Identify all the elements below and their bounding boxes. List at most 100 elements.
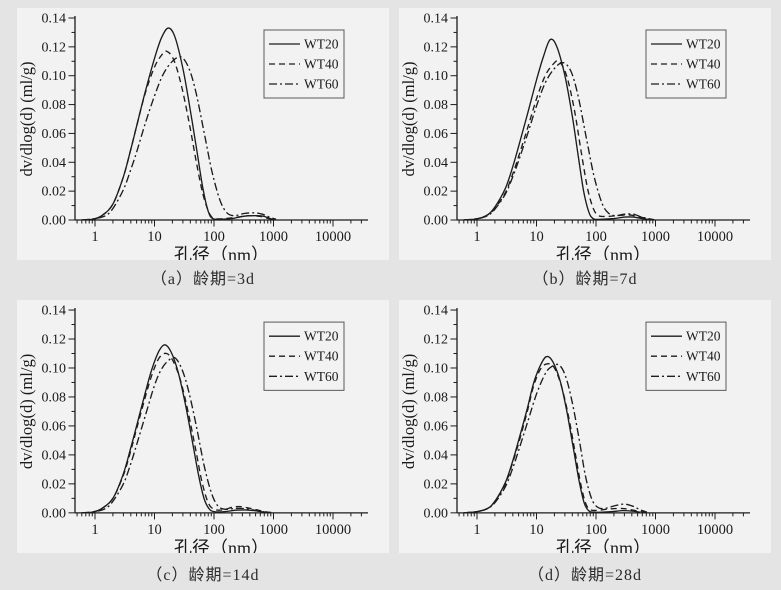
y-tick-label: 0.02 [42, 477, 66, 492]
y-tick-label: 0.10 [42, 361, 66, 376]
y-tick-label: 0.04 [42, 156, 67, 171]
y-axis-title: dv/dlog(d) (ml/g) [17, 61, 36, 176]
y-tick-label: 0.00 [42, 214, 67, 229]
x-tick-label: 10 [529, 522, 543, 538]
y-tick-label: 0.02 [42, 185, 67, 200]
y-tick-label: 0.14 [42, 304, 66, 319]
x-axis-title: 孔径（nm） [556, 538, 651, 553]
series-WT20 [463, 355, 641, 514]
caption-age-28d: （d）龄期=28d [527, 567, 643, 584]
axes [456, 308, 750, 514]
x-tick-label: 1 [91, 229, 98, 245]
x-tick-label: 1000 [259, 522, 288, 538]
legend: WT20 WT40 WT60 [263, 321, 345, 391]
x-tick-label: 100 [203, 522, 225, 538]
series-WT20 [81, 344, 268, 514]
axes [74, 308, 368, 514]
series-WT60 [81, 356, 268, 514]
y-tick-label: 0.00 [424, 506, 448, 521]
x-axis-title: 孔径（nm） [174, 538, 269, 553]
chart-svg-2: 1 10 100 1000 10000 0.00 0.02 0.04 0.06 0.08 0.10 0… [17, 304, 368, 553]
series-WT60 [81, 56, 277, 221]
y-tick-label: 0.06 [42, 127, 67, 142]
y-tick-label: 0.12 [424, 40, 449, 55]
legend: WT20 WT40 WT60 [645, 321, 727, 391]
y-ticks [68, 17, 75, 221]
y-tick-label: 0.08 [424, 98, 449, 113]
x-tick-label: 10000 [315, 522, 351, 538]
chart-age-7d: 1 10 100 1000 10000 0.00 0.02 0.04 0.06 0.08 0.10 0… [399, 8, 771, 260]
y-tick-label: 0.10 [424, 361, 448, 376]
legend-label-WT20: WT20 [304, 329, 339, 344]
y-tick-label: 0.00 [424, 214, 449, 229]
y-ticks [68, 309, 75, 514]
series-WT40 [81, 50, 274, 221]
y-tick-label: 0.06 [424, 127, 449, 142]
series-group [463, 355, 648, 514]
y-ticks [450, 17, 457, 221]
y-tick-label: 0.04 [424, 448, 448, 463]
x-ticks [458, 512, 744, 520]
series-WT60 [463, 363, 648, 514]
legend-box [263, 29, 345, 99]
y-tick-label: 0.08 [424, 390, 448, 405]
panel-age-28d: 1 10 100 1000 10000 0.00 0.02 0.04 0.06 0.08 0.10 0… [399, 300, 771, 553]
panel-age-14d: 1 10 100 1000 10000 0.00 0.02 0.04 0.06 0.08 0.10 0… [17, 300, 389, 553]
legend-label-WT20: WT20 [686, 329, 721, 344]
x-ticks [76, 220, 362, 227]
x-ticks [76, 512, 362, 520]
y-tick-label: 0.10 [42, 69, 67, 84]
y-tick-label: 0.06 [424, 419, 448, 434]
y-tick-label: 0.02 [424, 185, 449, 200]
x-tick-label: 10000 [697, 522, 733, 538]
caption-age-14d: （c）龄期=14d [146, 567, 260, 584]
series-group [463, 38, 655, 221]
x-tick-label: 1000 [259, 229, 288, 245]
series-WT20 [81, 27, 274, 221]
legend-box [263, 321, 345, 391]
legend-box [645, 29, 727, 99]
legend: WT20 WT40 WT60 [645, 29, 727, 99]
chart-age-3d: 1 10 100 1000 10000 0.00 0.02 0.04 0.06 0.08 0.10 0… [17, 8, 389, 260]
y-tick-label: 0.10 [424, 69, 449, 84]
x-tick-label: 1000 [641, 229, 670, 245]
series-WT60 [463, 61, 655, 221]
y-tick-label: 0.02 [424, 477, 448, 492]
series-group [81, 344, 274, 514]
y-tick-label: 0.06 [42, 419, 66, 434]
series-WT40 [463, 362, 647, 514]
legend-box [645, 321, 727, 391]
series-WT40 [463, 59, 652, 221]
series-WT40 [81, 352, 274, 514]
series-WT20 [463, 38, 650, 221]
legend-label-WT20: WT20 [686, 37, 721, 52]
y-tick-label: 0.14 [424, 12, 449, 27]
panel-age-3d: 1 10 100 1000 10000 0.00 0.02 0.04 0.06 0.08 0.10 0… [17, 8, 389, 260]
legend-label-WT20: WT20 [304, 37, 339, 52]
y-tick-label: 0.00 [42, 506, 66, 521]
x-ticks [458, 220, 744, 227]
caption-age-3d: （a）龄期=3d [150, 271, 256, 288]
legend-label-WT60: WT60 [304, 369, 339, 384]
legend: WT20 WT40 WT60 [263, 29, 345, 99]
chart-svg-3: 1 10 100 1000 10000 0.00 0.02 0.04 0.06 0.08 0.10 0… [399, 304, 750, 553]
legend-label-WT60: WT60 [686, 369, 721, 384]
y-tick-label: 0.08 [42, 390, 66, 405]
x-tick-label: 10000 [697, 229, 733, 245]
y-tick-label: 0.08 [42, 98, 67, 113]
legend-label-WT40: WT40 [686, 349, 721, 364]
chart-age-28d: 1 10 100 1000 10000 0.00 0.02 0.04 0.06 0.08 0.10 0… [399, 300, 771, 553]
legend-label-WT40: WT40 [686, 57, 721, 72]
legend-label-WT60: WT60 [686, 77, 721, 92]
panel-age-7d: 1 10 100 1000 10000 0.00 0.02 0.04 0.06 0.08 0.10 0… [399, 8, 771, 260]
y-tick-label: 0.12 [42, 333, 66, 348]
x-tick-label: 1 [91, 522, 98, 538]
legend-label-WT60: WT60 [304, 77, 339, 92]
y-axis-title: dv/dlog(d) (ml/g) [17, 354, 36, 469]
x-tick-label: 1 [473, 229, 480, 245]
chart-svg-0: 1 10 100 1000 10000 0.00 0.02 0.04 0.06 0.08 0.10 0… [17, 12, 368, 260]
x-tick-label: 10 [147, 229, 162, 245]
y-axis-title: dv/dlog(d) (ml/g) [399, 354, 418, 469]
chart-svg-1: 1 10 100 1000 10000 0.00 0.02 0.04 0.06 0.08 0.10 0… [399, 12, 750, 260]
